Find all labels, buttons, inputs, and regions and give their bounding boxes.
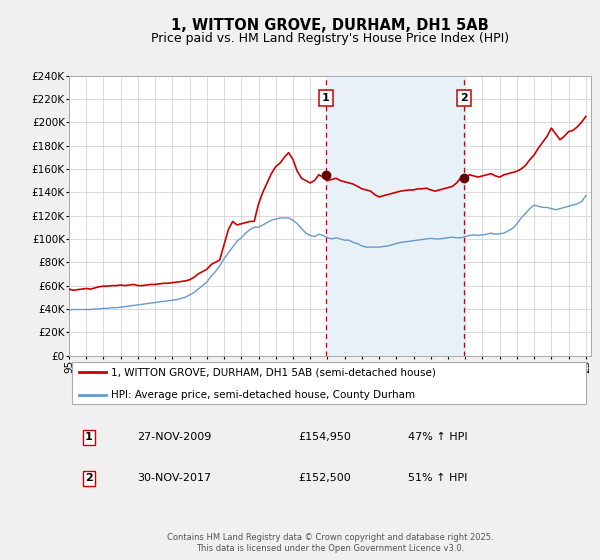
Text: 1: 1	[85, 432, 93, 442]
Bar	[326, 76, 464, 356]
Text: £152,500: £152,500	[299, 473, 352, 483]
FancyBboxPatch shape	[71, 362, 586, 404]
Text: 2: 2	[460, 93, 468, 103]
Text: HPI: Average price, semi-detached house, County Durham: HPI: Average price, semi-detached house,…	[111, 390, 415, 399]
Text: 1: 1	[322, 93, 330, 103]
Text: 30-NOV-2017: 30-NOV-2017	[137, 473, 211, 483]
Text: Contains HM Land Registry data © Crown copyright and database right 2025.
This d: Contains HM Land Registry data © Crown c…	[167, 533, 493, 553]
Text: 47% ↑ HPI: 47% ↑ HPI	[409, 432, 468, 442]
Text: 27-NOV-2009: 27-NOV-2009	[137, 432, 211, 442]
Text: 1, WITTON GROVE, DURHAM, DH1 5AB: 1, WITTON GROVE, DURHAM, DH1 5AB	[171, 18, 489, 33]
Text: 2: 2	[85, 473, 93, 483]
Text: 51% ↑ HPI: 51% ↑ HPI	[409, 473, 467, 483]
Text: Price paid vs. HM Land Registry's House Price Index (HPI): Price paid vs. HM Land Registry's House …	[151, 32, 509, 45]
Text: 1, WITTON GROVE, DURHAM, DH1 5AB (semi-detached house): 1, WITTON GROVE, DURHAM, DH1 5AB (semi-d…	[111, 367, 436, 377]
Text: £154,950: £154,950	[299, 432, 352, 442]
